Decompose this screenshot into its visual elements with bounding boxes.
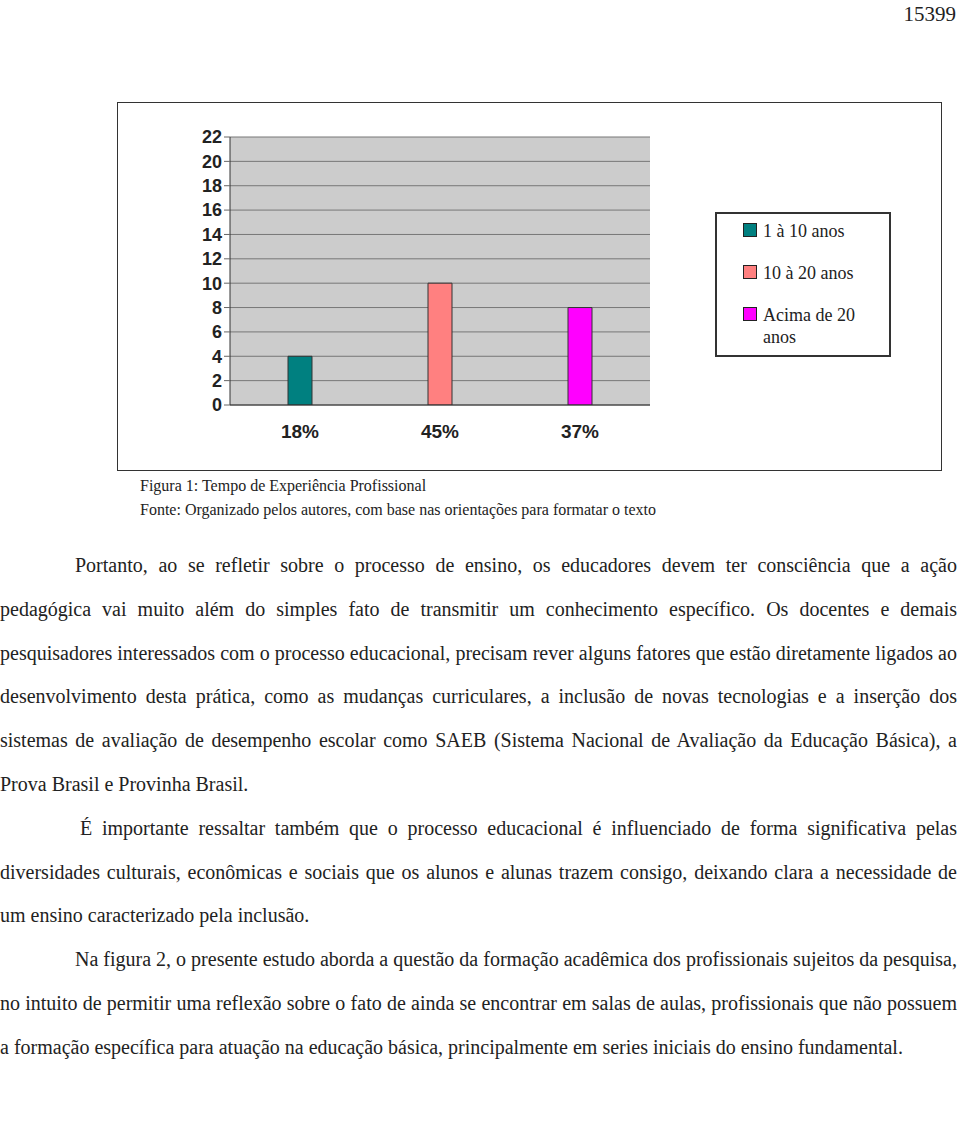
html-text:Acima de 20 anos: Acima de 20 anos	[763, 305, 855, 347]
html-text:Na figura 2, o presente estudo: Na figura 2, o presente estudo aborda a …	[0, 948, 957, 1058]
html-text:É importante ressaltar também: É importante ressaltar também que o proc…	[0, 816, 957, 927]
svg-text:2: 2	[212, 371, 222, 391]
svg-text:37%: 37%	[561, 421, 599, 442]
svg-text:14: 14	[202, 225, 222, 245]
html-text:Figura 1: Tempo de Experiência: Figura 1: Tempo de Experiência Profissio…	[140, 477, 427, 494]
svg-text:4: 4	[212, 347, 222, 367]
svg-text:20: 20	[202, 152, 222, 172]
svg-text:18: 18	[202, 176, 222, 196]
html-text:Portanto, ao se refletir sobre: Portanto, ao se refletir sobre o process…	[0, 554, 957, 795]
svg-text:6: 6	[212, 322, 222, 342]
svg-text:16: 16	[202, 200, 222, 220]
svg-text:10: 10	[202, 274, 222, 294]
svg-text:18%: 18%	[281, 421, 319, 442]
html-text:15399: 15399	[903, 2, 956, 26]
html-text:10 à 20 anos: 10 à 20 anos	[763, 263, 854, 283]
html-text:1 à 10 anos: 1 à 10 anos	[763, 221, 845, 241]
html-text:Fonte: Organizado pelos autore: Fonte: Organizado pelos autores, com bas…	[140, 501, 656, 518]
svg-text:0: 0	[212, 395, 222, 415]
svg-text:22: 22	[202, 127, 222, 147]
svg-text:8: 8	[212, 298, 222, 318]
svg-text:45%: 45%	[421, 421, 459, 442]
svg-text:12: 12	[202, 249, 222, 269]
